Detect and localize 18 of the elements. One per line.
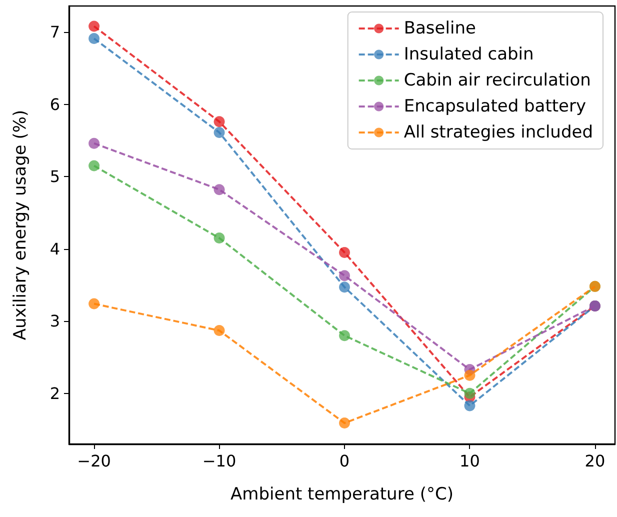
x-tick-label: −20 [77, 452, 111, 470]
legend-label: Baseline [404, 18, 476, 38]
y-tick-label: 3 [50, 312, 60, 331]
legend-label: Cabin air recirculation [404, 70, 591, 90]
legend-label: Encapsulated battery [404, 96, 586, 116]
y-tick-label: 6 [50, 94, 60, 114]
x-axis-title: Ambient temperature (°C) [230, 484, 454, 504]
x-tick-label: −10 [202, 452, 236, 470]
y-tick-label: 4 [50, 239, 60, 258]
legend-label: Insulated cabin [404, 44, 534, 64]
y-axis-title: Auxiliary energy usage (%) [10, 110, 30, 340]
legend-label: All strategies included [404, 122, 594, 142]
x-tick-label: 20 [584, 452, 606, 470]
y-tick-label: 7 [50, 22, 60, 42]
x-tick-label: 10 [460, 452, 480, 470]
y-tick-label: 2 [50, 384, 60, 403]
y-tick-label: 5 [50, 167, 60, 186]
x-tick-label: 0 [339, 452, 350, 470]
